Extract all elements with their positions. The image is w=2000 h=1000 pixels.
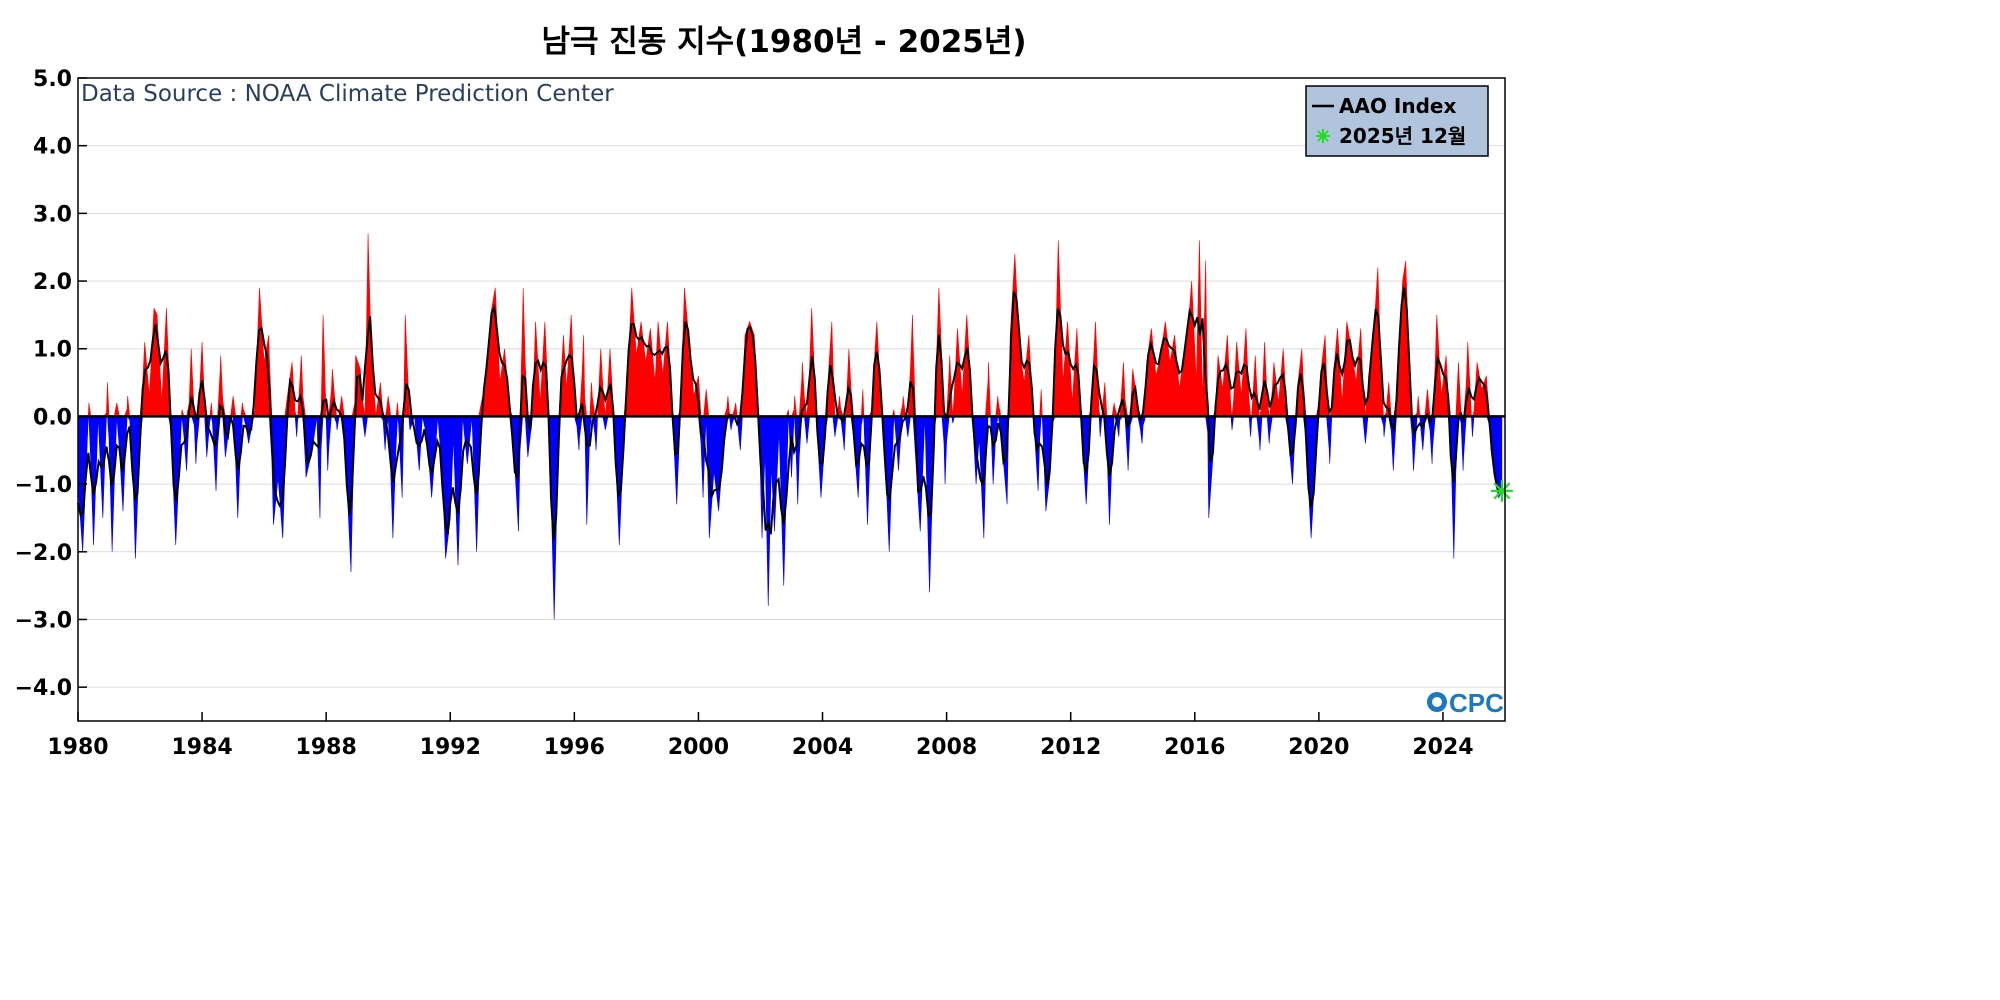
legend: AAO Index 2025년 12월 [1305, 85, 1489, 157]
asterisk-stroke [1493, 482, 1511, 500]
legend-label-aao: AAO Index [1339, 94, 1456, 118]
x-tick-label: 2008 [916, 735, 977, 760]
plot-frame [77, 77, 1506, 722]
latest-month-asterisk [1490, 479, 1513, 502]
y-tick-label: −1.0 [15, 473, 72, 498]
y-axis: 5.0 4.0 3.0 2.0 1.0 0.0 −1.0 −2.0 −3.0 −4.0 [15, 67, 87, 701]
legend-label-latest: 2025년 12월 [1339, 124, 1466, 148]
data-source-note: Data Source : NOAA Climate Prediction Ce… [81, 81, 614, 107]
y-tick-label: −4.0 [15, 676, 72, 701]
legend-asterisk [1316, 129, 1330, 143]
x-tick-label: 1984 [171, 735, 232, 760]
x-tick-label: 1992 [420, 735, 481, 760]
asterisk-stroke [1317, 130, 1329, 142]
latest-month-marker [1490, 479, 1513, 502]
aao-index-chart: 남극 진동 지수(1980년 - 2025년) 5.0 4.0 3.0 2.0 1.0 0… [15, 24, 1513, 760]
x-tick-label: 2020 [1288, 735, 1349, 760]
y-tick-label: 5.0 [33, 67, 72, 92]
x-tick-label: 2004 [792, 735, 853, 760]
x-tick-label: 2024 [1412, 735, 1473, 760]
y-tick-label: 0.0 [33, 405, 72, 430]
legend-box [1305, 85, 1489, 157]
x-tick-label: 2000 [668, 735, 729, 760]
gridlines [78, 77, 1505, 688]
legend-asterisk-icon [1316, 129, 1330, 143]
x-tick-label: 1980 [47, 735, 108, 760]
x-tick-label: 1988 [296, 735, 357, 760]
y-tick-label: 4.0 [33, 135, 72, 160]
x-tick-label: 2016 [1164, 735, 1225, 760]
x-tick-label: 2012 [1040, 735, 1101, 760]
y-tick-label: −2.0 [15, 541, 72, 566]
x-axis: 1980 1984 1988 1992 1996 2000 2004 2008 2012 2016… [47, 712, 1474, 760]
positive-area [78, 233, 1502, 418]
cpc-logo-globe-inner-icon [1432, 697, 1442, 707]
x-tick-label: 1996 [544, 735, 605, 760]
y-tick-label: 2.0 [33, 270, 72, 295]
cpc-logo: CPC [1427, 688, 1504, 718]
chart-title: 남극 진동 지수(1980년 - 2025년) [541, 24, 1026, 60]
negative-area [77, 415, 1503, 620]
y-tick-label: 1.0 [33, 338, 72, 363]
cpc-logo-text: CPC [1449, 688, 1504, 718]
y-tick-label: 3.0 [33, 202, 72, 227]
y-tick-label: −3.0 [15, 608, 72, 633]
aao-index-line [77, 286, 1501, 541]
